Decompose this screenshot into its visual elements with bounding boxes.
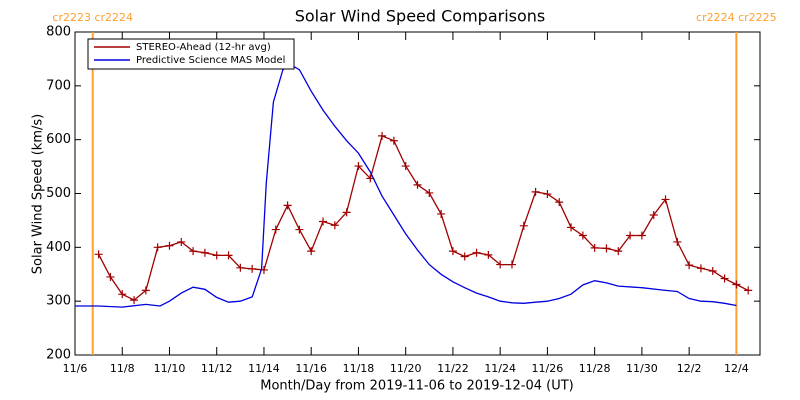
- point-marker: [141, 286, 150, 295]
- point-marker: [425, 188, 434, 197]
- point-marker: [685, 261, 694, 270]
- y-tick-label: 500: [46, 186, 71, 201]
- point-marker: [637, 231, 646, 240]
- point-marker: [224, 251, 233, 260]
- x-tick-label: 11/12: [201, 362, 233, 375]
- x-tick-label: 11/8: [110, 362, 135, 375]
- y-tick-label: 600: [46, 132, 71, 147]
- point-marker: [448, 247, 457, 256]
- point-marker: [283, 201, 292, 210]
- point-marker: [590, 243, 599, 252]
- point-marker: [212, 251, 221, 260]
- legend-label: Predictive Science MAS Model: [136, 55, 285, 66]
- x-axis-label: Month/Day from 2019-11-06 to 2019-12-04 …: [260, 379, 573, 394]
- y-tick-label: 400: [46, 240, 71, 255]
- point-marker: [389, 136, 398, 145]
- point-marker: [626, 231, 635, 240]
- legend-label: STEREO-Ahead (12-hr avg): [136, 42, 271, 53]
- point-marker: [614, 247, 623, 256]
- point-marker: [437, 209, 446, 218]
- x-tick-label: 11/28: [579, 362, 611, 375]
- x-tick-label: 11/14: [248, 362, 280, 375]
- x-tick-label: 11/16: [295, 362, 327, 375]
- x-tick-label: 11/20: [390, 362, 422, 375]
- point-marker: [271, 225, 280, 234]
- point-marker: [177, 237, 186, 246]
- point-marker: [578, 231, 587, 240]
- point-marker: [106, 272, 115, 281]
- chart-title: Solar Wind Speed Comparisons: [295, 7, 546, 26]
- y-tick-label: 700: [46, 78, 71, 93]
- x-tick-label: 11/6: [63, 362, 88, 375]
- y-tick-label: 300: [46, 294, 71, 309]
- y-tick-label: 200: [46, 348, 71, 363]
- point-marker: [708, 267, 717, 276]
- x-tick-label: 11/18: [343, 362, 375, 375]
- point-marker: [673, 237, 682, 246]
- point-marker: [307, 247, 316, 256]
- point-marker: [118, 290, 127, 299]
- point-marker: [720, 274, 729, 283]
- point-marker: [460, 252, 469, 261]
- point-marker: [696, 264, 705, 273]
- point-marker: [531, 187, 540, 196]
- point-marker: [649, 211, 658, 220]
- point-marker: [295, 225, 304, 234]
- point-marker: [519, 221, 528, 230]
- point-marker: [744, 286, 753, 295]
- point-marker: [472, 248, 481, 257]
- annotation: cr2224 cr2225: [696, 11, 777, 24]
- point-marker: [354, 162, 363, 171]
- point-marker: [543, 190, 552, 199]
- legend-box: [87, 38, 295, 70]
- point-marker: [248, 264, 257, 273]
- x-tick-label: 12/2: [677, 362, 702, 375]
- point-marker: [330, 221, 339, 230]
- point-marker: [484, 250, 493, 259]
- x-tick-label: 11/10: [154, 362, 186, 375]
- point-marker: [130, 296, 139, 305]
- point-marker: [200, 248, 209, 257]
- x-tick-label: 11/30: [626, 362, 658, 375]
- point-marker: [555, 198, 564, 207]
- annotation: cr2223 cr2224: [52, 11, 133, 24]
- point-marker: [413, 180, 422, 189]
- point-marker: [661, 195, 670, 204]
- point-marker: [236, 263, 245, 272]
- point-marker: [94, 250, 103, 259]
- x-tick-label: 12/4: [724, 362, 749, 375]
- point-marker: [602, 244, 611, 253]
- y-axis-label: Solar Wind Speed (km/s): [31, 114, 46, 274]
- x-tick-label: 11/24: [484, 362, 516, 375]
- point-marker: [165, 241, 174, 250]
- point-marker: [496, 260, 505, 269]
- series-line: [75, 63, 737, 308]
- point-marker: [401, 162, 410, 171]
- point-marker: [319, 217, 328, 226]
- x-tick-label: 11/22: [437, 362, 469, 375]
- point-marker: [378, 131, 387, 140]
- point-marker: [342, 208, 351, 217]
- point-marker: [507, 260, 516, 269]
- y-tick-label: 800: [46, 25, 71, 40]
- point-marker: [567, 223, 576, 232]
- point-marker: [732, 280, 741, 289]
- point-marker: [153, 243, 162, 252]
- x-tick-label: 11/26: [532, 362, 564, 375]
- point-marker: [189, 247, 198, 256]
